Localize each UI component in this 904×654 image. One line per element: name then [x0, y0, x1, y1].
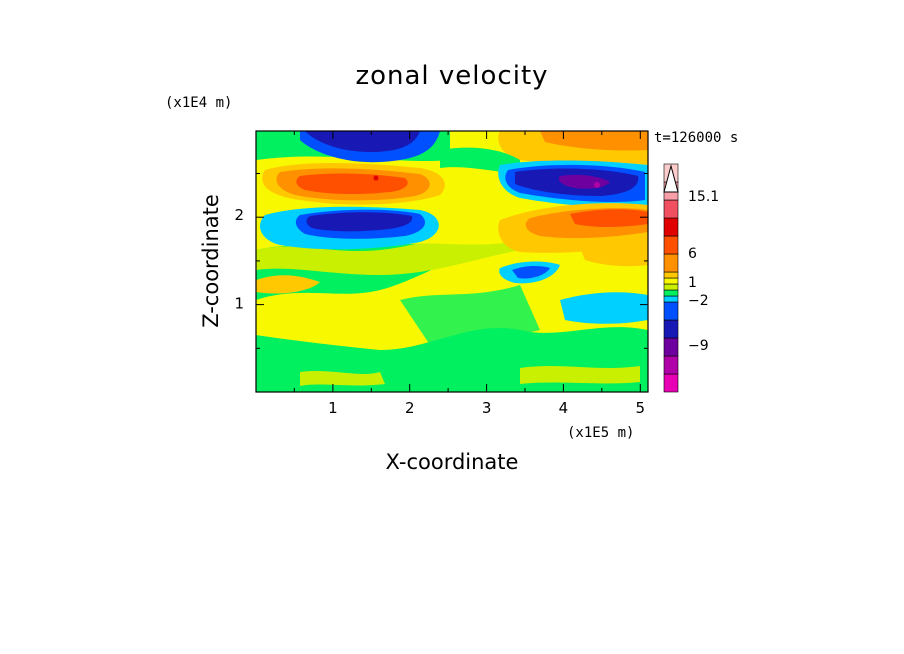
x-tick-labels: 1 2 3 4 5	[328, 399, 645, 417]
colorbar-segment	[663, 355, 679, 375]
colorbar-segment	[663, 289, 679, 297]
colorbar-tick-label: −2	[688, 293, 709, 309]
colorbar-segment	[663, 301, 679, 321]
colorbar-segment	[663, 217, 679, 237]
colorbar-segment	[663, 235, 679, 255]
y-tick-label: 1	[234, 295, 244, 313]
x-tick-label: 3	[482, 399, 492, 417]
colorbar-segment	[663, 337, 679, 357]
chart-title: zonal velocity	[355, 61, 548, 91]
colorbar-extend-arrow	[663, 164, 679, 193]
colorbar	[663, 163, 679, 393]
y-axis-ticks	[256, 173, 648, 349]
x-axis-label: X-coordinate	[386, 450, 519, 474]
contour-field	[256, 131, 648, 392]
colorbar-segment	[663, 295, 679, 303]
x-axis-ticks	[293, 131, 641, 392]
colorbar-segment	[663, 277, 679, 285]
plot-frame	[255, 130, 649, 393]
colorbar-segment	[663, 199, 679, 219]
colorbar-tick-label: 6	[688, 246, 697, 262]
x-tick-label: 2	[405, 399, 415, 417]
colorbar-labels: 15.1 6 1 −2 −9	[688, 189, 719, 354]
colorbar-tick-label: 1	[688, 275, 697, 291]
colorbar-segment	[663, 373, 679, 393]
x-unit-label: (x1E5 m)	[567, 425, 634, 441]
y-tick-labels: 12	[234, 206, 244, 312]
y-tick-label: 2	[234, 206, 244, 224]
colorbar-tick-label: 15.1	[688, 189, 719, 205]
x-tick-label: 5	[636, 399, 646, 417]
time-label: t=126000 s	[654, 130, 738, 146]
colorbar-tick-label: −9	[688, 338, 709, 354]
colorbar-segment	[663, 253, 679, 273]
colorbar-segment	[663, 319, 679, 339]
y-unit-label: (x1E4 m)	[165, 95, 232, 111]
x-tick-label: 1	[328, 399, 338, 417]
colorbar-segment	[663, 271, 679, 279]
y-axis-label: Z-coordinate	[199, 194, 223, 328]
x-tick-label: 4	[559, 399, 569, 417]
colorbar-segment	[663, 283, 679, 291]
